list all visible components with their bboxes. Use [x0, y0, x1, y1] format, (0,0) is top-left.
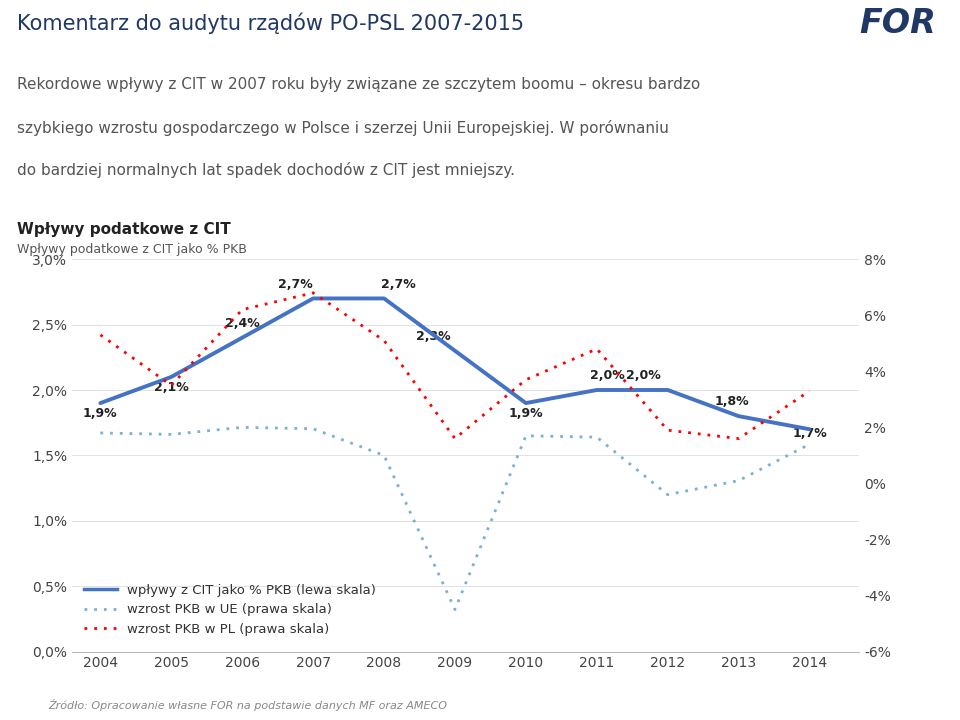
Legend: wpływy z CIT jako % PKB (lewa skala), wzrost PKB w UE (prawa skala), wzrost PKB : wpływy z CIT jako % PKB (lewa skala), wz…	[79, 578, 381, 641]
Text: 2,7%: 2,7%	[381, 278, 416, 291]
Text: Wpływy podatkowe z CIT jako % PKB: Wpływy podatkowe z CIT jako % PKB	[17, 243, 247, 256]
Text: Wpływy podatkowe z CIT: Wpływy podatkowe z CIT	[17, 222, 231, 238]
Text: 2,0%: 2,0%	[590, 369, 625, 382]
Text: 2,1%: 2,1%	[154, 381, 189, 394]
Text: szybkiego wzrostu gospodarczego w Polsce i szerzej Unii Europejskiej. W porównan: szybkiego wzrostu gospodarczego w Polsce…	[17, 120, 669, 135]
Text: 1,7%: 1,7%	[792, 427, 827, 440]
Text: 2,7%: 2,7%	[278, 278, 313, 291]
Text: 2,0%: 2,0%	[626, 369, 660, 382]
Text: 2,3%: 2,3%	[417, 330, 451, 343]
Text: do bardziej normalnych lat spadek dochodów z CIT jest mniejszy.: do bardziej normalnych lat spadek dochod…	[17, 162, 516, 178]
Text: Źródło: Opracowanie własne FOR na podstawie danych MF oraz AMECO: Źródło: Opracowanie własne FOR na podsta…	[48, 699, 447, 711]
Text: 1,8%: 1,8%	[714, 395, 749, 408]
Text: FOR: FOR	[859, 7, 936, 40]
Text: 2,4%: 2,4%	[225, 317, 259, 330]
Text: 1,9%: 1,9%	[509, 407, 543, 420]
Text: 1,9%: 1,9%	[84, 407, 118, 420]
Text: Komentarz do audytu rządów PO-PSL 2007-2015: Komentarz do audytu rządów PO-PSL 2007-2…	[17, 13, 524, 34]
Text: Rekordowe wpływy z CIT w 2007 roku były związane ze szczytem boomu – okresu bard: Rekordowe wpływy z CIT w 2007 roku były …	[17, 77, 701, 92]
